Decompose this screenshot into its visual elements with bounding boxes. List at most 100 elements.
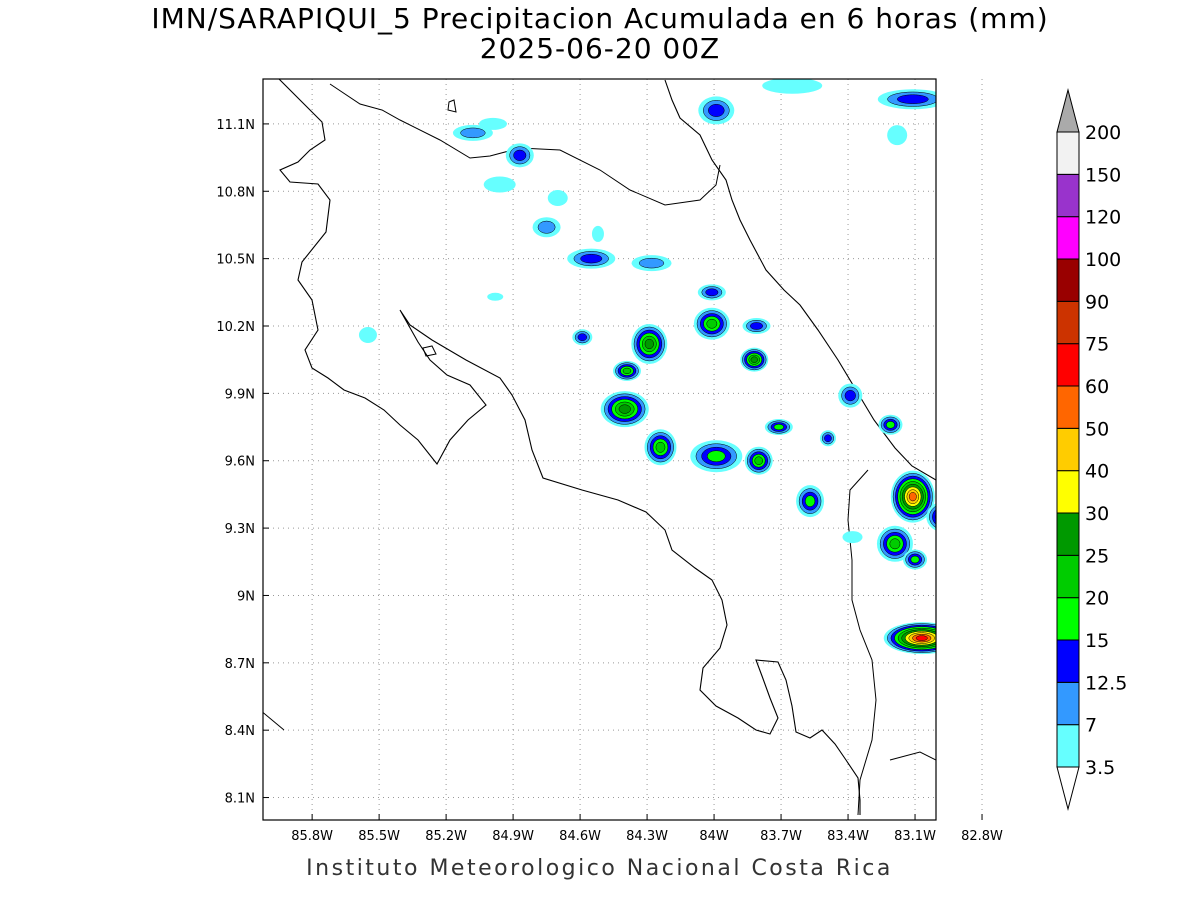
rain-contour: [1008, 550, 1019, 565]
caribbean-coastline: [664, 79, 936, 481]
rain-contour: [1010, 578, 1033, 590]
legend-label: 12.5: [1085, 672, 1127, 694]
lat-tick-label: 9.3N: [225, 522, 255, 537]
rain-contour: [1005, 659, 1031, 675]
rain-contour: [896, 94, 929, 104]
longitude-axis: 85.8W 85.5W 85.2W 84.9W 84.6W 84.3W 84W 83.7W 83…: [291, 814, 1003, 844]
lon-tick-label: 83.1W: [894, 829, 936, 844]
rain-contour: [708, 103, 725, 117]
rain-contour: [754, 456, 763, 465]
rain-contour: [958, 645, 979, 658]
rain-cell: [842, 531, 863, 544]
rain-contour: [1004, 575, 1040, 593]
rain-contour: [908, 492, 917, 502]
rain-cell: [452, 124, 493, 141]
lon-tick-label: 85.5W: [358, 829, 400, 844]
rain-cell: [764, 419, 793, 436]
lat-tick-label: 8.1N: [225, 792, 255, 807]
rain-cell: [740, 347, 769, 372]
rain-cell: [762, 79, 823, 94]
legend-label: 20: [1085, 588, 1109, 610]
credit-footer: Instituto Meteorologico Nacional Costa R…: [306, 856, 893, 881]
rain-contour: [889, 538, 901, 550]
rain-contour: [358, 326, 377, 343]
rain-cell: [631, 323, 668, 364]
rain-contour: [996, 653, 1040, 681]
rain-cells-layer: [358, 79, 1050, 695]
rain-cell: [877, 89, 936, 110]
legend-swatch: [1056, 343, 1080, 387]
lon-tick-label: 84W: [699, 829, 729, 844]
rain-contour: [886, 421, 895, 429]
rain-contour: [762, 79, 823, 94]
lon-tick-label: 83.7W: [760, 829, 802, 844]
rain-contour: [984, 676, 1006, 695]
legend-label: 120: [1085, 207, 1121, 229]
rain-cell: [883, 622, 936, 655]
legend-label: 25: [1085, 545, 1109, 567]
rain-contour: [994, 570, 1050, 598]
lat-tick-label: 8.7N: [225, 657, 255, 672]
rain-contour: [952, 641, 984, 662]
nicoya-coast: [263, 711, 285, 731]
rain-contour: [706, 318, 718, 329]
rain-contour: [976, 531, 996, 547]
rain-contour: [985, 628, 1015, 644]
legend-label: 50: [1085, 418, 1109, 440]
rain-contour: [991, 681, 1001, 689]
rain-contour: [947, 638, 991, 666]
rain-cell: [742, 318, 771, 334]
rain-contour: [824, 434, 832, 443]
rain-contour: [998, 655, 1037, 680]
rain-contour: [622, 367, 632, 375]
lon-tick-label: 82.8W: [961, 829, 1003, 844]
legend-swatch: [1056, 597, 1080, 641]
rain-cell: [483, 176, 516, 193]
rain-contour: [1010, 662, 1027, 673]
rain-contour: [842, 531, 863, 544]
color-legend: 3.5 7 12.5 15 20 25 30 40 50 60 75 90 100 120 150 200: [1056, 88, 1127, 811]
latitude-axis: 11.1N 10.8N 10.5N 10.2N 9.9N 9.6N 9.3N 9N 8.7N 8.…: [216, 118, 269, 807]
rain-contour: [1014, 580, 1031, 588]
lat-tick-label: 9.6N: [225, 455, 255, 470]
rain-cell: [887, 125, 908, 146]
rain-contour: [773, 424, 784, 431]
rain-contour: [887, 125, 908, 146]
rain-cell: [926, 503, 951, 531]
rain-cell: [968, 525, 1004, 553]
legend-over-arrow: [1056, 88, 1080, 133]
rain-contour: [950, 639, 988, 663]
lat-tick-label: 11.1N: [216, 118, 255, 133]
rain-cell: [487, 292, 504, 301]
rain-contour: [750, 356, 758, 363]
legend-swatch: [1056, 300, 1080, 345]
rain-cell: [994, 570, 1050, 598]
rain-cell: [547, 190, 568, 207]
rain-cell: [947, 638, 991, 666]
rain-contour: [483, 176, 516, 193]
rain-contour: [537, 220, 556, 234]
legend-label: 100: [1085, 249, 1121, 271]
coastline-bay-island: [422, 345, 437, 357]
lat-tick-label: 9.9N: [225, 387, 255, 402]
rain-contour: [487, 292, 504, 301]
rain-contour: [941, 513, 951, 521]
legend-swatch: [1056, 131, 1080, 175]
rain-contour: [1001, 573, 1044, 594]
rain-contour: [1010, 553, 1017, 562]
legend-swatch: [1056, 681, 1080, 726]
rain-contour: [1007, 661, 1028, 674]
lon-tick-label: 84.3W: [626, 829, 668, 844]
rain-contour: [460, 127, 486, 139]
rain-contour: [577, 333, 588, 342]
rain-contour: [547, 190, 568, 207]
rain-contour: [935, 513, 936, 521]
costa-rica-coastline: [278, 79, 861, 815]
panama-south-coast: [889, 751, 936, 761]
rain-contour: [513, 149, 527, 161]
rain-cell: [505, 143, 534, 168]
rain-cell: [878, 414, 903, 435]
rain-contour: [995, 633, 1005, 639]
coastline-layer: [263, 79, 936, 816]
